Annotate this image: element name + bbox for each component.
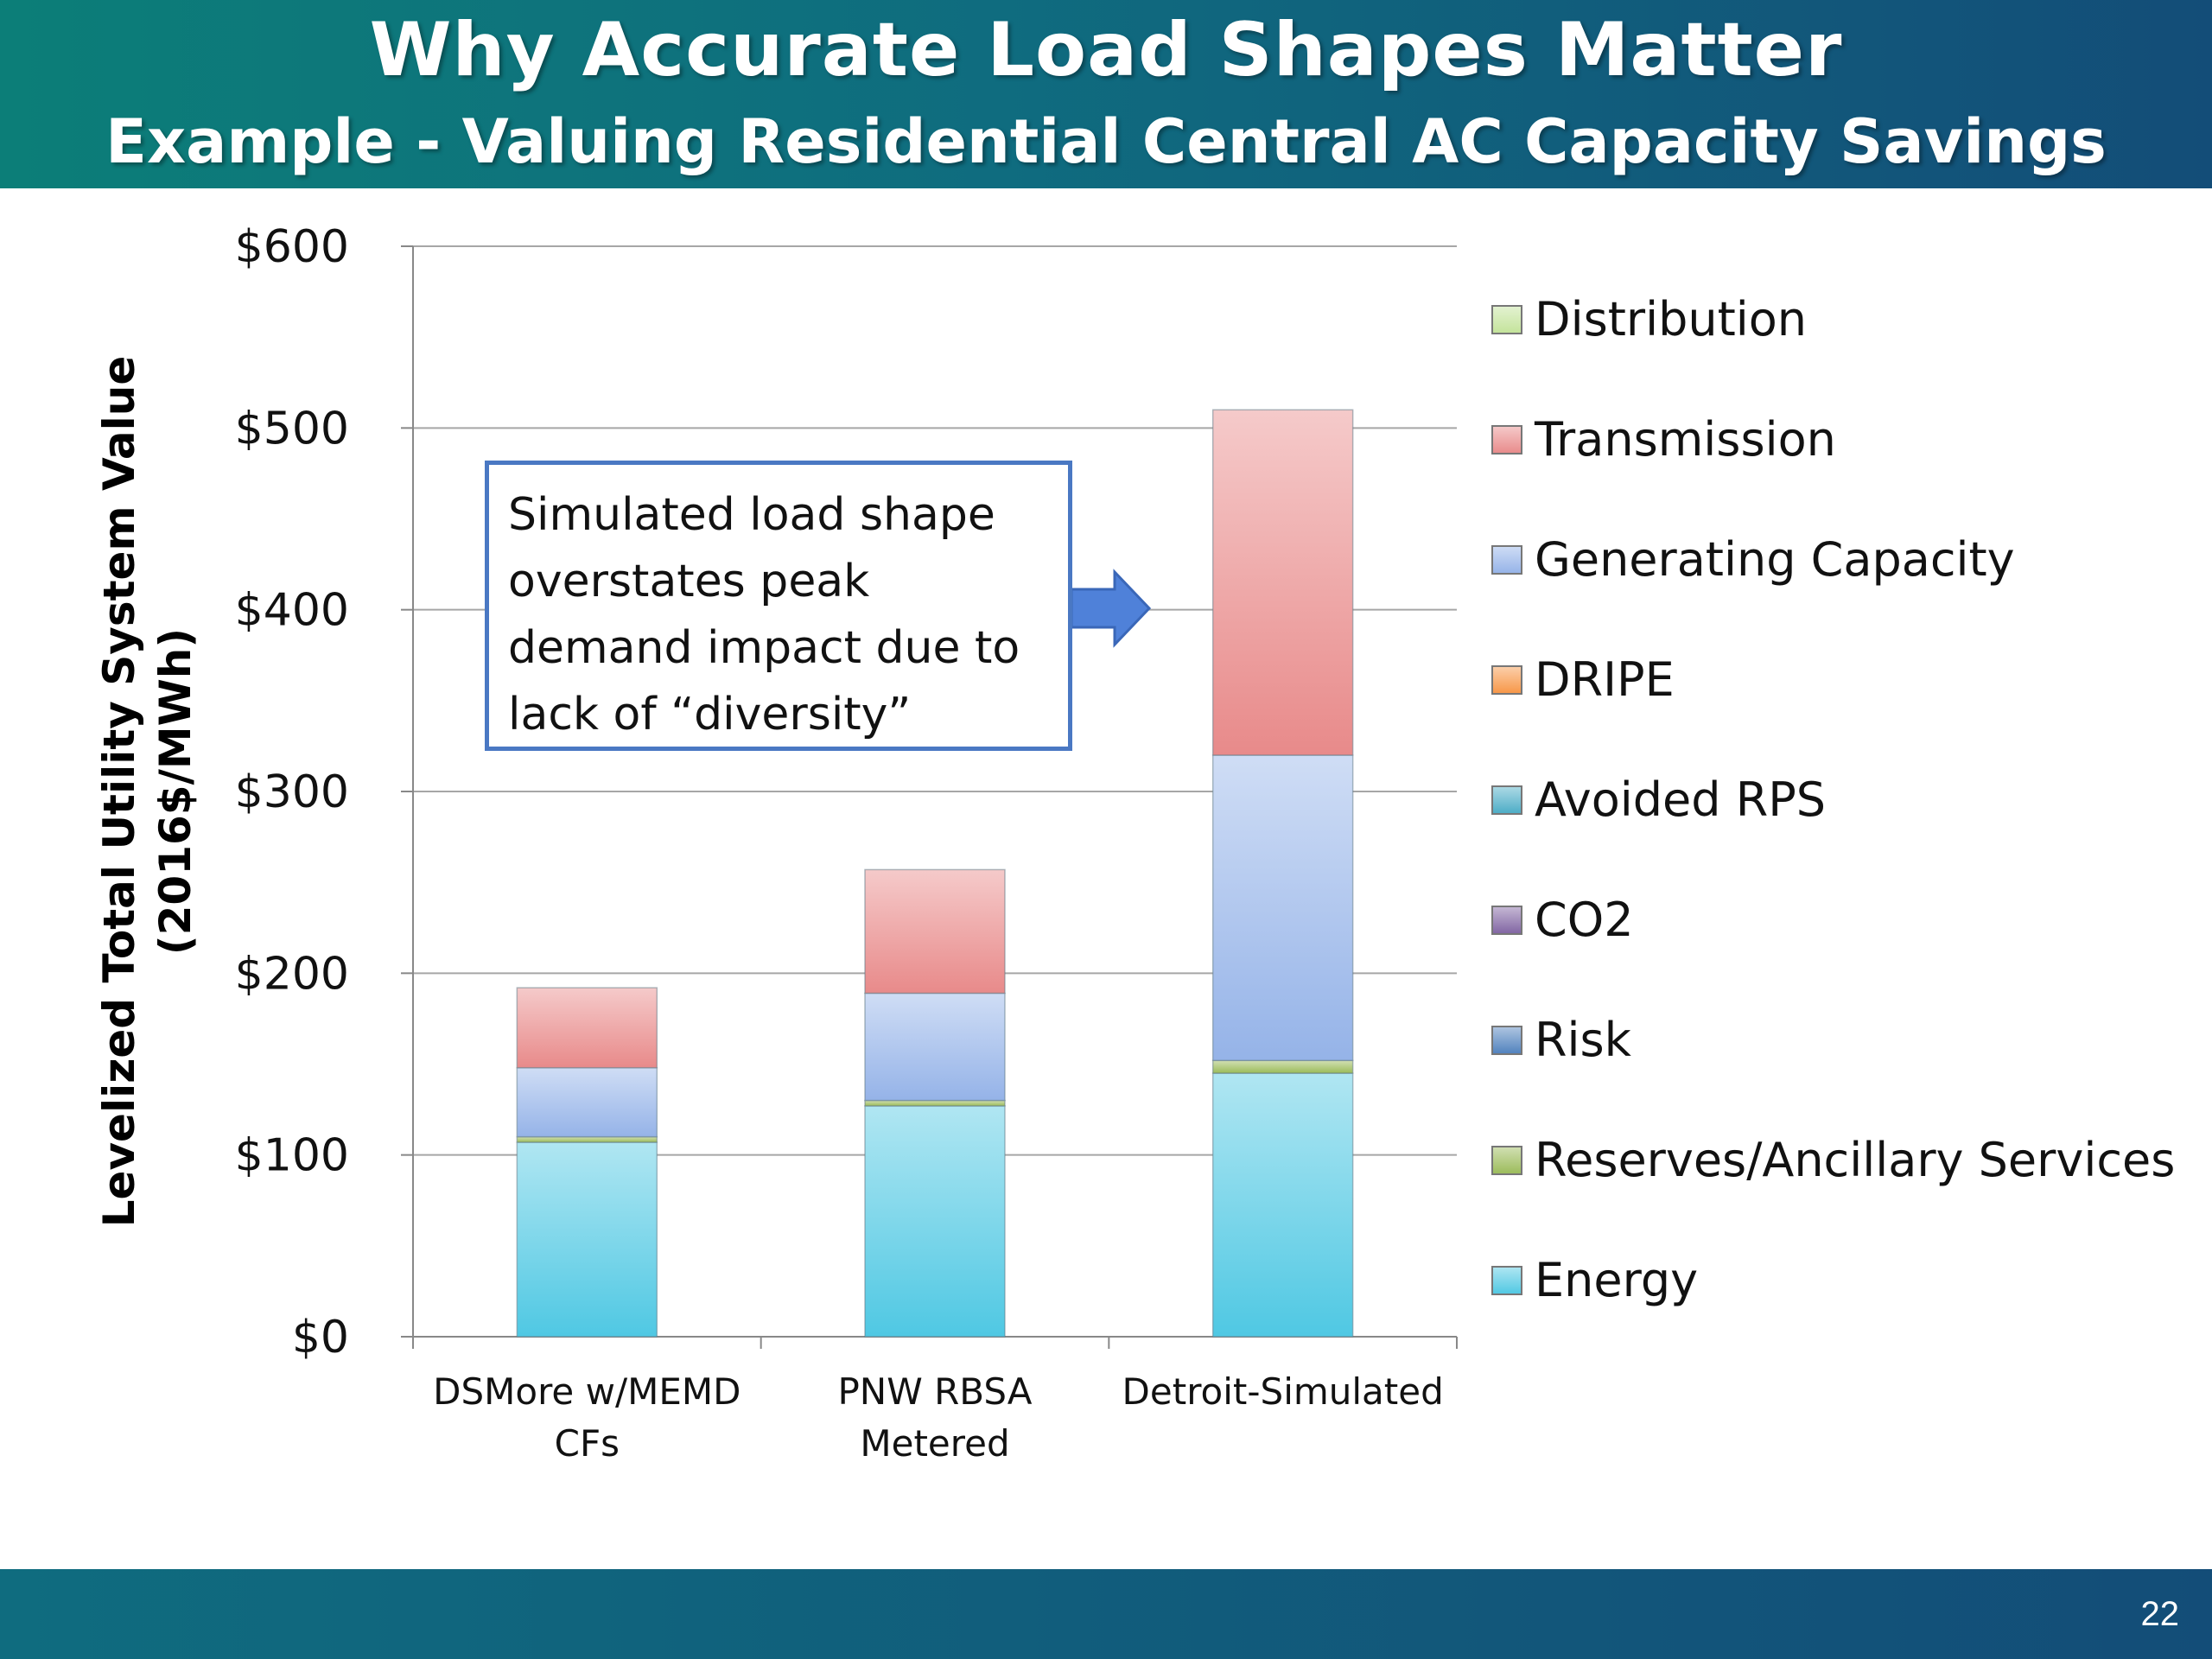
bar-segment-transmission xyxy=(1211,409,1354,756)
bar-segment-generating-capacity xyxy=(864,992,1006,1102)
legend-label: Generating Capacity xyxy=(1535,532,2015,587)
bars xyxy=(516,409,1354,1338)
bar-segment-reserves-ancillary-services xyxy=(864,1099,1006,1107)
legend-label: Reserves/Ancillary Services xyxy=(1535,1133,2175,1187)
legend-swatch xyxy=(1491,1266,1522,1295)
bar-segment-reserves-ancillary-services xyxy=(516,1135,658,1143)
y-tick-label: $100 xyxy=(235,1130,349,1182)
y-tick-label: $500 xyxy=(235,403,349,454)
x-category-label: PNW RBSA xyxy=(837,1370,1032,1413)
axis-labels: $0 $100 $200 $300 $400 $500 $600 DSMore w/MEMD C… xyxy=(94,221,1444,1465)
legend-label: Transmission xyxy=(1534,412,1836,467)
bar-segment-transmission xyxy=(516,987,658,1069)
y-tick-label: $400 xyxy=(235,585,349,637)
page-number: 22 xyxy=(2140,1595,2180,1633)
callout-box: Simulated load shape overstates peak dem… xyxy=(485,461,1072,751)
legend-swatch xyxy=(1491,1026,1522,1055)
bar-segment-energy xyxy=(864,1105,1006,1338)
y-axis-title: Levelized Total Utility System Value xyxy=(94,356,144,1228)
y-tick-label: $300 xyxy=(235,766,349,818)
bar-segment-reserves-ancillary-services xyxy=(1211,1059,1354,1074)
legend-swatch xyxy=(1491,665,1522,695)
right-arrow-icon xyxy=(1070,569,1152,648)
legend-swatch xyxy=(1491,425,1522,454)
legend-label: CO2 xyxy=(1535,893,1634,947)
legend: Distribution Transmission Generating Capac… xyxy=(1491,292,2175,1307)
legend-swatch xyxy=(1491,785,1522,815)
legend-label: Avoided RPS xyxy=(1535,772,1826,827)
slide-footer: 22 xyxy=(0,1569,2212,1659)
x-category-label: Metered xyxy=(860,1422,1009,1465)
y-tick-label: $600 xyxy=(235,221,349,273)
legend-swatch xyxy=(1491,305,1522,334)
bar-segment-transmission xyxy=(864,868,1006,995)
y-tick-label: $0 xyxy=(292,1312,349,1363)
legend-swatch xyxy=(1491,545,1522,575)
y-tick-label: $200 xyxy=(235,948,349,1000)
legend-label: Energy xyxy=(1535,1253,1698,1307)
legend-label: DRIPE xyxy=(1535,652,1675,707)
y-axis-title: (2016$/MWh) xyxy=(150,628,200,955)
stacked-bar-chart: $0 $100 $200 $300 $400 $500 $600 DSMore w/MEMD C… xyxy=(94,221,2175,1465)
slide-title: Why Accurate Load Shapes Matter xyxy=(369,7,1843,93)
bar-segment-generating-capacity xyxy=(1211,754,1354,1062)
bar-segment-energy xyxy=(516,1141,658,1338)
bar-segment-energy xyxy=(1211,1072,1354,1338)
slide-header: Why Accurate Load Shapes Matter Example … xyxy=(0,0,2212,188)
legend-swatch xyxy=(1491,906,1522,935)
slide-subtitle: Example - Valuing Residential Central AC… xyxy=(105,106,2107,177)
x-category-label: Detroit-Simulated xyxy=(1122,1370,1444,1413)
legend-swatch xyxy=(1491,1146,1522,1175)
legend-label: Distribution xyxy=(1535,292,1807,346)
bar-segment-generating-capacity xyxy=(516,1066,658,1138)
x-category-label: CFs xyxy=(555,1422,620,1465)
legend-label: Risk xyxy=(1535,1013,1632,1067)
x-category-label: DSMore w/MEMD xyxy=(433,1370,741,1413)
